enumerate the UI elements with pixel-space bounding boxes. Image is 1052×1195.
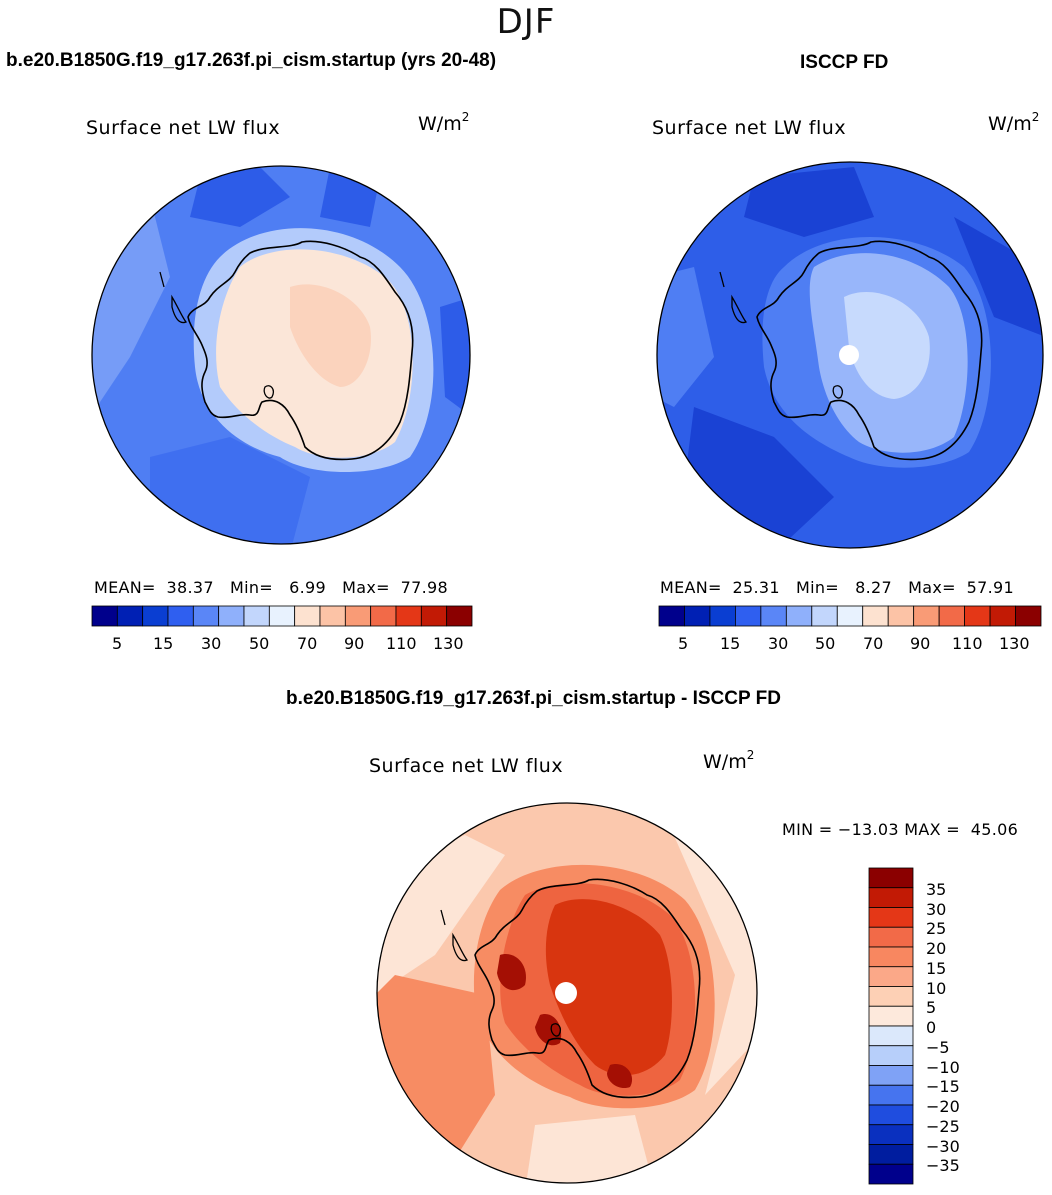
panel-1-colorbar-tick: 90: [344, 634, 365, 653]
panel-1-title: b.e20.B1850G.f19_g17.263f.pi_cism.startu…: [6, 50, 497, 71]
panel-2-plot-label: Surface net LW flux: [652, 117, 847, 139]
colorbar-swatch: [862, 605, 889, 627]
panel-1-colorbar-tick: 30: [201, 634, 222, 653]
colorbar-swatch: [868, 1045, 914, 1066]
diff-colorbar-tick: −30: [926, 1137, 960, 1156]
colorbar-swatch: [735, 605, 762, 627]
colorbar-swatch: [684, 605, 711, 627]
diff-panel-units: W/m2: [703, 748, 755, 773]
colorbar-swatch: [868, 966, 914, 987]
colorbar-swatch: [395, 605, 422, 627]
colorbar-swatch: [887, 605, 915, 627]
panel-1-colorbar-tick: 50: [249, 634, 270, 653]
colorbar-swatch: [344, 605, 372, 627]
diff-panel-plot-label: Surface net LW flux: [369, 755, 564, 777]
panel-1-colorbar-tick: 110: [386, 634, 417, 653]
colorbar-swatch: [420, 605, 448, 627]
diff-colorbar-tick: 5: [926, 998, 937, 1017]
colorbar-swatch: [142, 605, 169, 627]
colorbar-swatch: [218, 605, 245, 627]
panel-2-colorbar-tick: 90: [910, 634, 931, 653]
colorbar-swatch: [938, 605, 965, 627]
colorbar-swatch: [868, 1025, 914, 1047]
colorbar-swatch: [370, 605, 397, 627]
colorbar-swatch: [868, 1104, 914, 1126]
colorbar-swatch: [868, 1144, 914, 1165]
colorbar-swatch: [811, 605, 838, 627]
diff-colorbar-tick: −35: [926, 1156, 960, 1175]
colorbar-swatch: [91, 605, 118, 627]
diff-panel-title: b.e20.B1850G.f19_g17.263f.pi_cism.startu…: [286, 688, 781, 709]
colorbar-swatch: [868, 867, 914, 889]
colorbar-swatch: [913, 605, 940, 627]
diff-colorbar-tick: −5: [926, 1038, 950, 1057]
diff-colorbar-tick: 20: [926, 939, 947, 958]
panel-1-colorbar-tick: 130: [433, 634, 464, 653]
colorbar-swatch: [868, 1005, 914, 1027]
colorbar-swatch: [868, 1163, 914, 1185]
panel-2-stats: MEAN= 25.31 Min= 8.27 Max= 57.91: [660, 578, 1014, 597]
diff-colorbar-tick: −25: [926, 1117, 960, 1136]
colorbar-swatch: [964, 605, 991, 627]
panel-1-units: W/m2: [418, 110, 470, 135]
colorbar-swatch: [868, 1084, 914, 1106]
colorbar-swatch: [709, 605, 736, 627]
diff-colorbar-tick: −10: [926, 1058, 960, 1077]
colorbar-swatch: [868, 1065, 914, 1086]
panel-2-colorbar-tick: 5: [678, 634, 689, 653]
panel-1-colorbar-tick: 15: [153, 634, 174, 653]
panel-2-title: ISCCP FD: [800, 52, 889, 73]
colorbar-swatch: [268, 605, 296, 627]
colorbar-swatch: [294, 605, 321, 627]
colorbar-swatch: [868, 986, 914, 1007]
panel-2-colorbar: [658, 605, 1042, 627]
diff-colorbar-tick: 15: [926, 959, 947, 978]
diff-panel-min-max: MIN = −13.03 MAX = 45.06: [782, 820, 1019, 839]
panel-1-stats: MEAN= 38.37 Min= 6.99 Max= 77.98: [94, 578, 448, 597]
diff-colorbar-tick: −15: [926, 1077, 960, 1096]
colorbar-swatch: [243, 605, 270, 627]
diff-colorbar-tick: 30: [926, 900, 947, 919]
diff-colorbar-tick: −20: [926, 1097, 960, 1116]
colorbar-swatch: [446, 605, 473, 627]
colorbar-swatch: [868, 946, 914, 968]
panel-2-units: W/m2: [988, 110, 1040, 135]
panel-2-polar-map: [656, 161, 1044, 549]
season-title: DJF: [496, 2, 556, 42]
panel-1-colorbar-tick: 70: [297, 634, 318, 653]
diff-colorbar-tick: 35: [926, 880, 947, 899]
colorbar-swatch: [116, 605, 144, 627]
colorbar-swatch: [868, 926, 914, 948]
panel-2-colorbar-tick: 70: [863, 634, 884, 653]
panel-2-colorbar-tick: 130: [999, 634, 1030, 653]
colorbar-swatch: [989, 605, 1016, 627]
diff-colorbar: [868, 867, 914, 1185]
colorbar-swatch: [658, 605, 685, 627]
diff-panel-polar-map: [376, 802, 758, 1184]
colorbar-swatch: [868, 887, 914, 908]
colorbar-swatch: [836, 605, 864, 627]
panel-1-plot-label: Surface net LW flux: [86, 117, 281, 139]
panel-2-colorbar-tick: 50: [815, 634, 836, 653]
panel-1-colorbar-tick: 5: [112, 634, 123, 653]
panel-1-colorbar: [91, 605, 473, 627]
colorbar-swatch: [868, 907, 914, 928]
panel-1-polar-map: [91, 165, 471, 545]
colorbar-swatch: [192, 605, 220, 627]
panel-2-colorbar-tick: 30: [768, 634, 789, 653]
colorbar-swatch: [1015, 605, 1042, 627]
colorbar-swatch: [167, 605, 194, 627]
panel-2-colorbar-tick: 15: [720, 634, 741, 653]
diff-colorbar-tick: 25: [926, 919, 947, 938]
diff-colorbar-tick: 10: [926, 979, 947, 998]
colorbar-swatch: [760, 605, 787, 627]
diff-colorbar-tick: 0: [926, 1018, 937, 1037]
panel-2-colorbar-tick: 110: [952, 634, 983, 653]
colorbar-swatch: [868, 1124, 914, 1145]
colorbar-swatch: [785, 605, 813, 627]
colorbar-swatch: [319, 605, 346, 627]
